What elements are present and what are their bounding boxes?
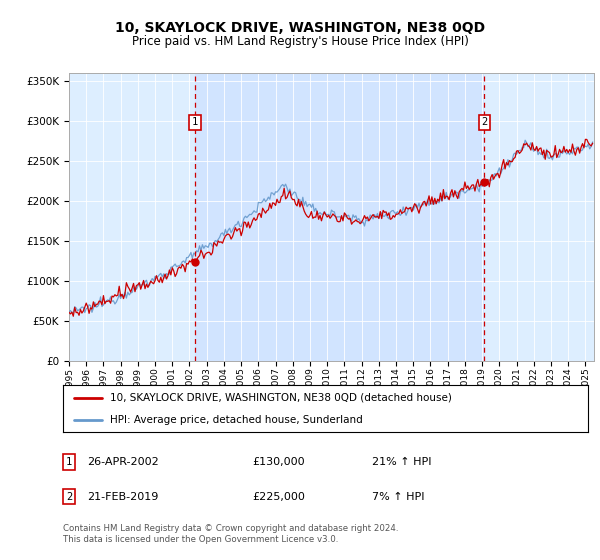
Text: 10, SKAYLOCK DRIVE, WASHINGTON, NE38 0QD: 10, SKAYLOCK DRIVE, WASHINGTON, NE38 0QD	[115, 21, 485, 35]
Text: 2: 2	[66, 492, 72, 502]
Bar	[195, 73, 484, 361]
Text: £130,000: £130,000	[252, 457, 305, 467]
Text: 2: 2	[481, 118, 487, 128]
Text: HPI: Average price, detached house, Sunderland: HPI: Average price, detached house, Sund…	[110, 416, 363, 426]
Text: 7% ↑ HPI: 7% ↑ HPI	[372, 492, 425, 502]
Text: Price paid vs. HM Land Registry's House Price Index (HPI): Price paid vs. HM Land Registry's House …	[131, 35, 469, 48]
Text: 1: 1	[192, 118, 198, 128]
Text: 21-FEB-2019: 21-FEB-2019	[87, 492, 158, 502]
Text: 21% ↑ HPI: 21% ↑ HPI	[372, 457, 431, 467]
Text: Contains HM Land Registry data © Crown copyright and database right 2024.
This d: Contains HM Land Registry data © Crown c…	[63, 524, 398, 544]
Text: 10, SKAYLOCK DRIVE, WASHINGTON, NE38 0QD (detached house): 10, SKAYLOCK DRIVE, WASHINGTON, NE38 0QD…	[110, 393, 452, 403]
Text: £225,000: £225,000	[252, 492, 305, 502]
Text: 1: 1	[66, 457, 72, 467]
Text: 26-APR-2002: 26-APR-2002	[87, 457, 159, 467]
